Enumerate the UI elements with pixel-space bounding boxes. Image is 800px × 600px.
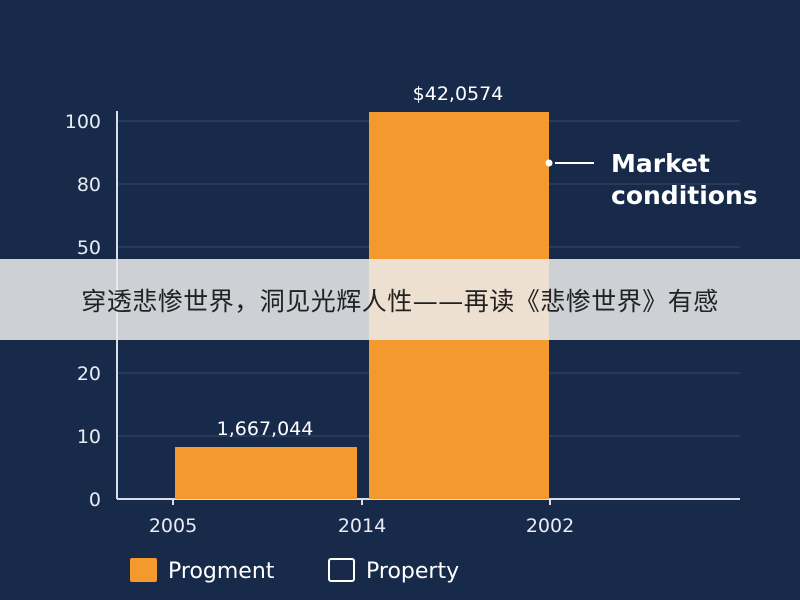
y-tick-label: 50 [77,237,101,259]
x-tick-label: 2014 [338,515,386,537]
annotation-text: Market [611,149,710,178]
x-tick-label: 2002 [526,515,574,537]
annotation-text: conditions [611,181,758,210]
title-banner: 穿透悲惨世界，洞见光辉人性——再读《悲惨世界》有感 [0,259,800,340]
bar [175,447,357,499]
annotation-dot [545,159,553,167]
y-tick-label: 10 [77,426,101,448]
y-tick-label: 100 [65,111,101,133]
bar-value-label: 1,667,044 [217,418,314,440]
bar-value-label: $42,0574 [413,83,504,105]
x-tick-label: 2005 [149,515,197,537]
legend-label: Progment [168,559,275,584]
y-tick-label: 80 [77,174,101,196]
y-tick-label: 20 [77,363,101,385]
banner-text: 穿透悲惨世界，洞见光辉人性——再读《悲惨世界》有感 [81,286,719,316]
y-tick-label: 0 [89,489,101,511]
legend-swatch-outline [328,558,355,582]
legend-swatch-filled [130,558,157,582]
legend-label: Property [366,559,459,584]
